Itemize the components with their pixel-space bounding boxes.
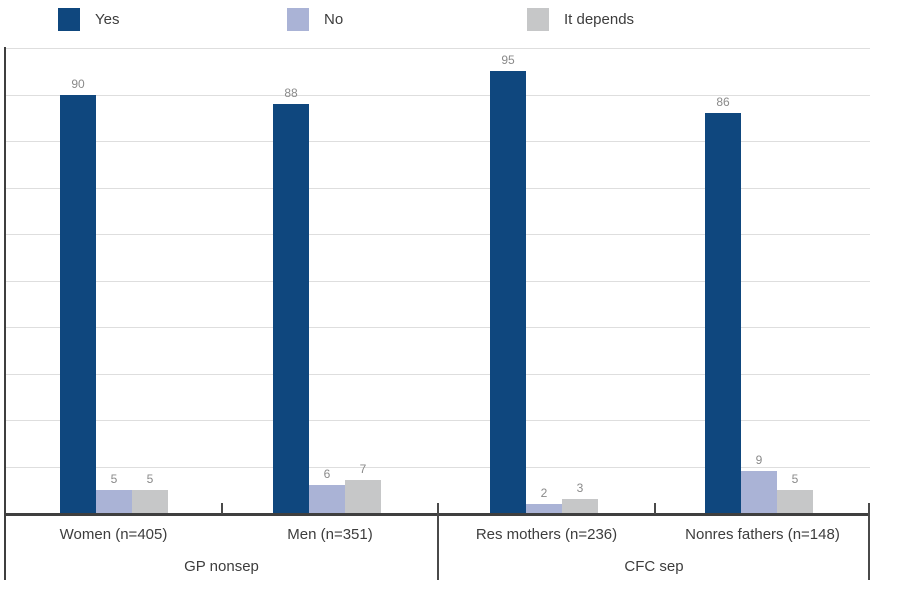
bar-value-label: 5 bbox=[791, 471, 799, 486]
gridline bbox=[5, 373, 870, 375]
bar-it-depends bbox=[132, 489, 168, 513]
x-axis-label-res-mothers: Res mothers (n=236) bbox=[475, 526, 618, 543]
group-separator-right bbox=[868, 503, 870, 580]
bar-no bbox=[96, 489, 132, 513]
gridline bbox=[5, 234, 870, 235]
group-label-cfc-sep: CFC sep bbox=[624, 558, 684, 575]
legend-swatch-no bbox=[287, 8, 309, 31]
bar-it-depends bbox=[777, 489, 813, 513]
gridline bbox=[5, 327, 870, 328]
bar-no bbox=[526, 503, 562, 513]
gridline bbox=[5, 466, 870, 468]
bar-value-label: 7 bbox=[359, 462, 367, 477]
plot-area: 90 5 5 88 6 7 95 2 3 86 9 5 bbox=[5, 48, 870, 516]
bar-value-label: 6 bbox=[323, 467, 331, 482]
legend-item-it-depends: It depends bbox=[527, 8, 634, 31]
x-axis-label-women: Women (n=405) bbox=[59, 526, 168, 543]
gridline bbox=[5, 280, 870, 282]
bar-value-label: 2 bbox=[540, 485, 548, 500]
x-axis-label-nonres-fathers: Nonres fathers (n=148) bbox=[685, 526, 840, 543]
legend-item-no: No bbox=[287, 8, 343, 31]
legend-label-yes: Yes bbox=[95, 11, 120, 28]
legend-swatch-it-depends bbox=[527, 8, 549, 31]
bar-value-label: 3 bbox=[576, 481, 584, 496]
x-axis-label-men: Men (n=351) bbox=[287, 526, 373, 543]
bar-yes bbox=[490, 71, 526, 513]
y-axis-line bbox=[4, 47, 6, 580]
legend-swatch-yes bbox=[58, 8, 80, 31]
gridline bbox=[5, 187, 870, 189]
bar-it-depends bbox=[562, 499, 598, 513]
bar-yes bbox=[705, 113, 741, 513]
gridline bbox=[5, 141, 870, 142]
bar-yes bbox=[273, 103, 309, 513]
gridline bbox=[5, 420, 870, 421]
gridline bbox=[5, 94, 870, 96]
bar-value-label: 9 bbox=[755, 453, 763, 468]
bar-value-label: 88 bbox=[284, 85, 298, 100]
bar-value-label: 5 bbox=[110, 471, 118, 486]
bar-value-label: 95 bbox=[501, 53, 515, 68]
bar-value-label: 86 bbox=[716, 95, 730, 110]
category-tick bbox=[654, 503, 656, 514]
legend-label-it-depends: It depends bbox=[564, 11, 635, 28]
bar-yes bbox=[60, 94, 96, 513]
gridline bbox=[5, 48, 870, 49]
bar-it-depends bbox=[345, 480, 381, 513]
bar-no bbox=[309, 485, 345, 513]
legend-label-no: No bbox=[324, 11, 344, 28]
bar-value-label: 5 bbox=[146, 471, 154, 486]
bar-no bbox=[741, 471, 777, 513]
group-separator-mid bbox=[437, 503, 439, 580]
category-tick bbox=[221, 503, 223, 514]
bar-value-label: 90 bbox=[71, 76, 85, 91]
legend-item-yes: Yes bbox=[58, 8, 119, 31]
group-label-gp-nonsep: GP nonsep bbox=[184, 558, 259, 575]
